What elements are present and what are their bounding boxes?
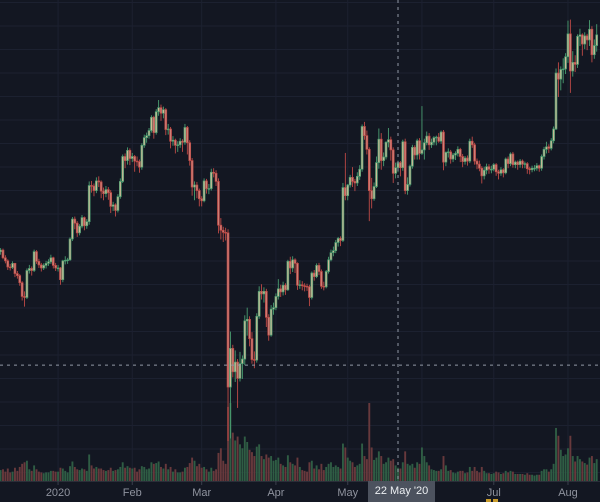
axis-label-aug: Aug xyxy=(558,487,578,499)
axis-label-jul: Jul xyxy=(487,487,501,499)
axis-label-may: May xyxy=(337,487,358,499)
price-pane-candles xyxy=(0,19,599,441)
axis-label-apr: Apr xyxy=(267,487,284,499)
volume-pane xyxy=(0,403,598,481)
partial-logo-marks xyxy=(486,499,498,502)
crosshair-date-tooltip: 22 May '20 xyxy=(368,481,435,502)
axis-label-2020: 2020 xyxy=(46,487,70,499)
axis-label-mar: Mar xyxy=(192,487,211,499)
axis-label-feb: Feb xyxy=(123,487,142,499)
